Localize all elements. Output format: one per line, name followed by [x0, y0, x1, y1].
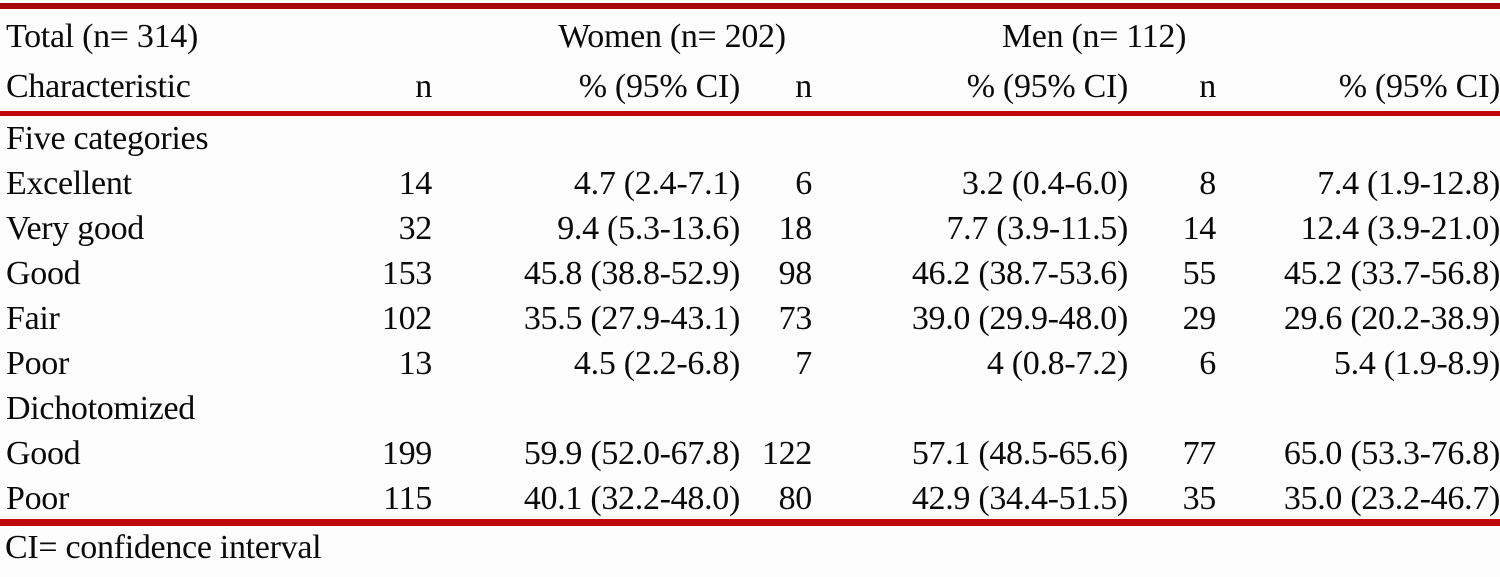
cell-men-n: 55 [1182, 254, 1217, 292]
cell-women-ci: 57.1 (48.5-65.6) [911, 434, 1128, 472]
cell-men-n: 6 [1199, 344, 1216, 382]
self-rated-health-table: Total (n= 314) Women (n= 202) Men (n= 11… [0, 11, 1500, 521]
table-row-dichotomized-poor: Poor 115 40.1 (32.2-48.0) 80 42.9 (34.4-… [0, 476, 1500, 521]
col-header-men-ci: % (95% CI) [1216, 63, 1500, 116]
row-label: Poor [6, 479, 70, 517]
group-header-men: Men (n= 112) [812, 11, 1216, 63]
col-header-women-ci: % (95% CI) [812, 63, 1128, 116]
cell-women-ci: 3.2 (0.4-6.0) [961, 164, 1128, 202]
table-row-fair: Fair 102 35.5 (27.9-43.1) 73 39.0 (29.9-… [0, 296, 1500, 341]
cell-total-ci: 4.5 (2.2-6.8) [573, 344, 740, 382]
section-row-five-categories: Five categories [0, 114, 1500, 162]
row-label: Very good [6, 209, 144, 247]
cell-men-ci: 12.4 (3.9-21.0) [1300, 209, 1500, 247]
cell-total-ci: 9.4 (5.3-13.6) [557, 209, 740, 247]
cell-men-ci: 65.0 (53.3-76.8) [1283, 434, 1500, 472]
row-label: Good [6, 434, 81, 472]
cell-men-ci: 35.0 (23.2-46.7) [1283, 479, 1500, 517]
cell-total-n: 14 [398, 164, 433, 202]
col-header-total-n: n [330, 63, 432, 116]
group-header-women: Women (n= 202) [432, 11, 812, 63]
cell-women-n: 122 [761, 434, 812, 472]
cell-women-n: 18 [778, 209, 813, 247]
cell-total-ci: 35.5 (27.9-43.1) [523, 299, 740, 337]
cell-total-n: 13 [398, 344, 433, 382]
cell-men-n: 8 [1199, 164, 1216, 202]
cell-total-ci: 4.7 (2.4-7.1) [573, 164, 740, 202]
table-row-poor: Poor 13 4.5 (2.2-6.8) 7 4 (0.8-7.2) 6 5.… [0, 341, 1500, 386]
table-row-good: Good 153 45.8 (38.8-52.9) 98 46.2 (38.7-… [0, 251, 1500, 296]
bottom-rule [0, 519, 1500, 526]
cell-women-n: 73 [778, 299, 813, 337]
cell-men-n: 77 [1182, 434, 1217, 472]
cell-total-n: 32 [398, 209, 433, 247]
col-header-men-n: n [1128, 63, 1216, 116]
cell-women-ci: 7.7 (3.9-11.5) [946, 209, 1128, 247]
group-header-total: Total (n= 314) [6, 18, 198, 55]
cell-total-ci: 40.1 (32.2-48.0) [523, 479, 740, 517]
cell-men-n: 35 [1182, 479, 1217, 517]
section-label: Dichotomized [6, 389, 196, 427]
cell-total-n: 153 [381, 254, 432, 292]
cell-total-n: 102 [381, 299, 432, 337]
section-row-dichotomized: Dichotomized [0, 386, 1500, 431]
row-label: Excellent [6, 164, 132, 202]
row-label: Fair [6, 299, 60, 337]
cell-women-n: 98 [778, 254, 813, 292]
cell-men-ci: 7.4 (1.9-12.8) [1317, 164, 1500, 202]
cell-total-n: 199 [381, 434, 432, 472]
cell-women-ci: 39.0 (29.9-48.0) [911, 299, 1128, 337]
cell-men-n: 14 [1182, 209, 1217, 247]
cell-women-n: 6 [795, 164, 812, 202]
group-header-row: Total (n= 314) Women (n= 202) Men (n= 11… [0, 11, 1500, 63]
cell-total-ci: 59.9 (52.0-67.8) [523, 434, 740, 472]
column-header-row: Characteristic n % (95% CI) n % (95% CI)… [0, 63, 1500, 116]
col-header-total-ci: % (95% CI) [432, 63, 740, 116]
cell-women-ci: 46.2 (38.7-53.6) [911, 254, 1128, 292]
group-header-women-label: Women (n= 202) [558, 18, 786, 55]
cell-men-ci: 5.4 (1.9-8.9) [1333, 344, 1500, 382]
col-header-characteristic: Characteristic [0, 63, 330, 116]
row-label: Poor [6, 344, 70, 382]
cell-men-ci: 29.6 (20.2-38.9) [1283, 299, 1500, 337]
row-label: Good [6, 254, 81, 292]
group-header-spacer [1216, 11, 1500, 63]
cell-women-n: 7 [795, 344, 812, 382]
col-header-women-n: n [740, 63, 812, 116]
cell-men-ci: 45.2 (33.7-56.8) [1283, 254, 1500, 292]
table-footnote: CI= confidence interval [5, 529, 322, 566]
table-row-very-good: Very good 32 9.4 (5.3-13.6) 18 7.7 (3.9-… [0, 206, 1500, 251]
group-header-men-label: Men (n= 112) [1001, 18, 1187, 55]
cell-men-n: 29 [1182, 299, 1217, 337]
cell-total-ci: 45.8 (38.8-52.9) [523, 254, 740, 292]
table-row-excellent: Excellent 14 4.7 (2.4-7.1) 6 3.2 (0.4-6.… [0, 161, 1500, 206]
top-rule [0, 3, 1500, 9]
cell-women-ci: 42.9 (34.4-51.5) [911, 479, 1128, 517]
cell-women-n: 80 [778, 479, 813, 517]
cell-women-ci: 4 (0.8-7.2) [986, 344, 1128, 382]
cell-total-n: 115 [383, 479, 432, 517]
section-label: Five categories [6, 119, 209, 157]
table-row-dichotomized-good: Good 199 59.9 (52.0-67.8) 122 57.1 (48.5… [0, 431, 1500, 476]
